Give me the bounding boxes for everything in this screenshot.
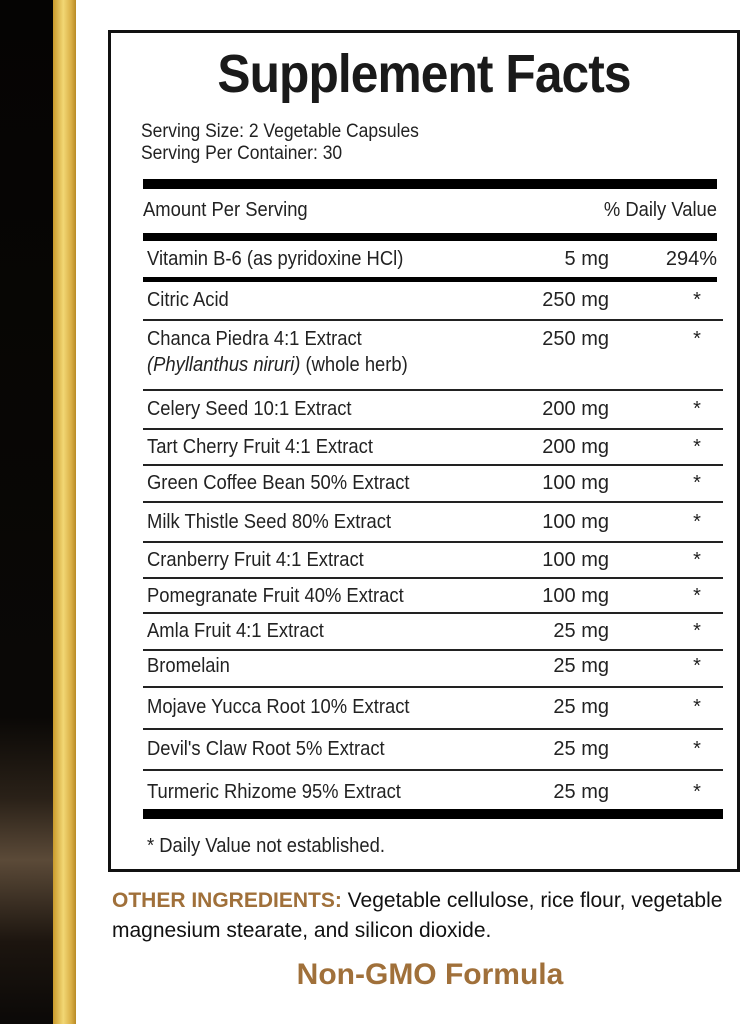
- ingredient-amount: 5 mg: [564, 248, 609, 270]
- ingredient-dv: *: [693, 472, 701, 494]
- ingredient-name: Mojave Yucca Root 10% Extract: [147, 696, 410, 718]
- divider: [143, 728, 723, 730]
- ingredient-name: Pomegranate Fruit 40% Extract: [147, 585, 404, 607]
- ingredient-dv: *: [693, 436, 701, 458]
- ingredient-amount: 25 mg: [553, 620, 609, 642]
- divider-thick: [143, 809, 723, 819]
- other-ingredients-text: Vegetable cellulose, rice flour, vegetab…: [112, 889, 723, 942]
- ingredient-name: Bromelain: [147, 655, 230, 677]
- ingredient-dv: *: [693, 655, 701, 677]
- ingredient-name: Green Coffee Bean 50% Extract: [147, 472, 410, 494]
- dv-header: % Daily Value: [603, 199, 717, 221]
- divider: [143, 464, 723, 466]
- divider: [143, 769, 723, 771]
- ingredient-dv: *: [693, 289, 701, 311]
- ingredient-amount: 250 mg: [542, 328, 609, 350]
- ingredient-amount: 25 mg: [553, 738, 609, 760]
- ingredient-amount: 25 mg: [553, 696, 609, 718]
- ingredient-amount: 100 mg: [542, 511, 609, 533]
- non-gmo-badge: Non-GMO Formula: [296, 958, 564, 991]
- ingredient-name: Tart Cherry Fruit 4:1 Extract: [147, 436, 373, 458]
- supplement-facts-panel: Supplement Facts Serving Size: 2 Vegetab…: [108, 30, 740, 872]
- panel-title: Supplement Facts: [217, 44, 631, 104]
- ingredient-dv: *: [693, 549, 701, 571]
- ingredient-amount: 25 mg: [553, 655, 609, 677]
- ingredient-dv: *: [693, 738, 701, 760]
- divider: [143, 319, 723, 321]
- ingredient-name: Milk Thistle Seed 80% Extract: [147, 511, 392, 533]
- ingredient-dv: *: [693, 511, 701, 533]
- divider-medium: [143, 277, 717, 282]
- latin-name: (Phyllanthus niruri): [147, 354, 301, 376]
- ingredient-amount: 200 mg: [542, 398, 609, 420]
- ingredient-name: Turmeric Rhizome 95% Extract: [147, 781, 401, 803]
- decorative-dark-stripe: [0, 0, 53, 1024]
- divider: [143, 389, 723, 391]
- ingredient-amount: 100 mg: [542, 549, 609, 571]
- divider: [143, 686, 723, 688]
- divider: [143, 649, 723, 651]
- ingredient-dv: 294%: [665, 248, 717, 270]
- plant-part: (whole herb): [300, 354, 408, 376]
- divider: [143, 501, 723, 503]
- ingredient-amount: 100 mg: [542, 472, 609, 494]
- ingredient-name: Cranberry Fruit 4:1 Extract: [147, 549, 364, 571]
- servings-per-container: Serving Per Container: 30: [141, 143, 343, 164]
- ingredient-amount: 100 mg: [542, 585, 609, 607]
- ingredient-name: Amla Fruit 4:1 Extract: [147, 620, 324, 642]
- divider-thick: [143, 179, 717, 189]
- divider: [143, 428, 723, 430]
- ingredient-name: Vitamin B-6 (as pyridoxine HCl): [147, 248, 404, 270]
- ingredient-dv: *: [693, 696, 701, 718]
- ingredient-amount: 250 mg: [542, 289, 609, 311]
- divider: [143, 612, 723, 614]
- ingredient-name: Devil's Claw Root 5% Extract: [147, 738, 385, 760]
- divider-thick: [143, 233, 717, 241]
- ingredient-dv: *: [693, 620, 701, 642]
- ingredient-dv: *: [693, 398, 701, 420]
- footnote: * Daily Value not established.: [147, 835, 385, 857]
- ingredient-name: Chanca Piedra 4:1 Extract: [147, 328, 362, 350]
- divider: [143, 577, 723, 579]
- ingredient-amount: 200 mg: [542, 436, 609, 458]
- ingredient-dv: *: [693, 781, 701, 803]
- ingredient-dv: *: [693, 328, 701, 350]
- serving-size: Serving Size: 2 Vegetable Capsules: [141, 121, 419, 142]
- amount-header: Amount Per Serving: [143, 199, 308, 221]
- decorative-gold-stripe: [53, 0, 76, 1024]
- ingredient-dv: *: [693, 585, 701, 607]
- ingredient-amount: 25 mg: [553, 781, 609, 803]
- ingredient-name: Celery Seed 10:1 Extract: [147, 398, 352, 420]
- divider: [143, 541, 723, 543]
- ingredient-name: Citric Acid: [147, 289, 229, 311]
- other-ingredients-label: OTHER INGREDIENTS:: [112, 889, 342, 912]
- other-ingredients: OTHER INGREDIENTS: Vegetable cellulose, …: [112, 886, 750, 946]
